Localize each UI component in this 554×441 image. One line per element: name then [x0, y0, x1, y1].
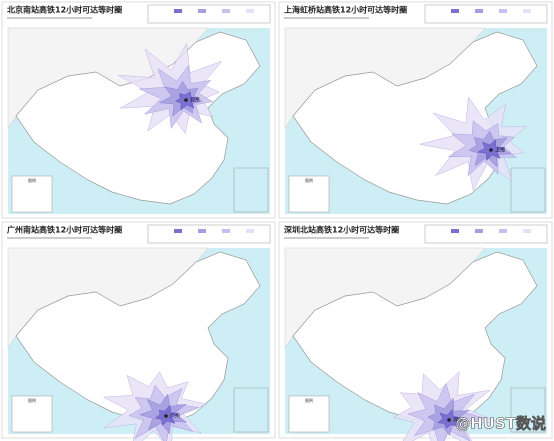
- map: 广州 图例: [7, 247, 270, 441]
- legend-swatch: [174, 9, 182, 13]
- legend-swatch: [246, 9, 254, 13]
- legend-swatch: [475, 229, 483, 233]
- legend-box-bottom: [11, 395, 53, 433]
- station-dot: [184, 98, 188, 102]
- legend-box-bottom: [11, 175, 53, 213]
- legend-title: 图例: [28, 397, 36, 403]
- inset-map: [233, 167, 269, 213]
- legend-swatch: [523, 9, 531, 13]
- panel-title: 深圳北站高铁12小时可达等时圈: [284, 225, 399, 235]
- legend-swatch: [523, 229, 531, 233]
- legend-top: [424, 224, 548, 244]
- legend-box-bottom: [288, 175, 330, 213]
- legend-box: [424, 4, 548, 24]
- legend-top: [147, 224, 271, 244]
- station-label: 广州: [170, 413, 180, 420]
- legend-box: [424, 224, 548, 244]
- station-label: 深圳: [453, 417, 463, 424]
- station-label: 北京: [190, 97, 200, 104]
- panel-title: 广州南站高铁12小时可达等时圈: [7, 225, 122, 235]
- legend-top: [424, 4, 548, 24]
- legend-top: [147, 4, 271, 24]
- legend-swatch: [499, 229, 507, 233]
- inset-map: [233, 387, 269, 433]
- legend-swatch: [222, 229, 230, 233]
- station-dot: [489, 148, 493, 152]
- station-label: 上海: [495, 147, 505, 154]
- legend-swatch: [222, 9, 230, 13]
- inset-map: [510, 167, 546, 213]
- legend-box-bottom: [288, 395, 330, 433]
- legend-title: 图例: [305, 177, 313, 183]
- station-dot: [164, 414, 168, 418]
- legend-swatch: [198, 229, 206, 233]
- legend-title: 图例: [28, 177, 36, 183]
- legend-swatch: [198, 9, 206, 13]
- legend-swatch: [451, 229, 459, 233]
- legend-box: [147, 4, 271, 24]
- panel-title: 北京南站高铁12小时可达等时圈: [7, 5, 122, 15]
- legend-title: 图例: [305, 397, 313, 403]
- legend-swatch: [451, 9, 459, 13]
- legend-swatch: [475, 9, 483, 13]
- legend-swatch: [499, 9, 507, 13]
- panel-title: 上海虹桥站高铁12小时可达等时圈: [284, 5, 407, 15]
- legend-swatch: [246, 229, 254, 233]
- station-dot: [447, 418, 451, 422]
- watermark: @HUST数说: [455, 415, 546, 433]
- legend-box: [147, 224, 271, 244]
- legend-swatch: [174, 229, 182, 233]
- map: 深圳 图例: [284, 247, 547, 441]
- inset-map: [510, 387, 546, 433]
